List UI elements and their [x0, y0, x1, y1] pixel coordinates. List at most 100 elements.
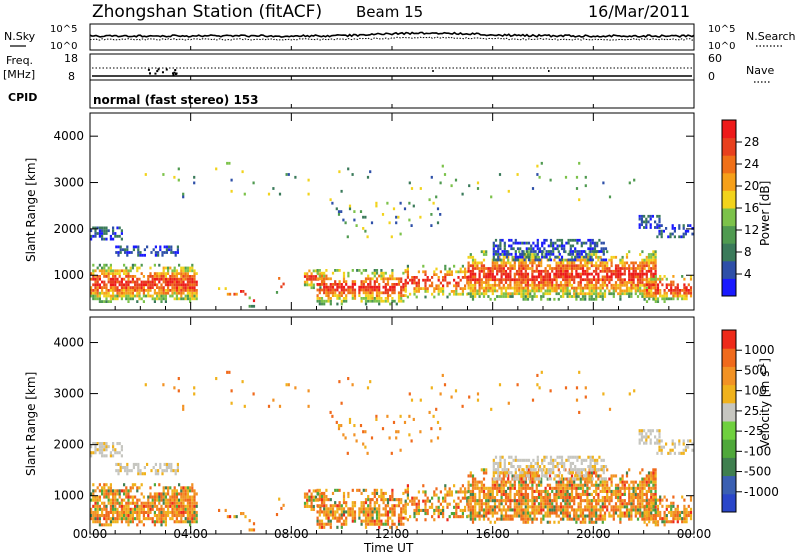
velocity-cell [176, 466, 179, 470]
power-cell [474, 278, 477, 282]
velocity-cell [373, 504, 376, 508]
power-cell [669, 232, 672, 236]
velocity-cell [474, 492, 477, 496]
power-cell [500, 261, 503, 265]
nave-dip [548, 70, 550, 72]
velocity-cell [116, 517, 119, 521]
power-cell [584, 184, 587, 188]
power-cell [329, 291, 332, 295]
power-cell [485, 278, 488, 282]
velocity-cell [520, 496, 523, 500]
velocity-cell [603, 499, 607, 503]
power-cell [186, 289, 189, 292]
power-cell [641, 258, 644, 262]
velocity-cell [404, 502, 407, 506]
power-cell [531, 289, 534, 293]
velocity-cell [480, 483, 483, 487]
velocity-cell [318, 519, 321, 523]
velocity-cell [634, 480, 637, 484]
power-cell [406, 267, 409, 271]
power-cell [482, 275, 486, 279]
power-cell [580, 241, 583, 245]
power-cell [584, 269, 587, 273]
power-cell [516, 247, 520, 251]
power-cell [538, 258, 542, 262]
velocity-cell [94, 514, 97, 518]
power-cell [471, 267, 475, 270]
velocity-cell [597, 502, 600, 506]
power-cell [672, 289, 675, 292]
velocity-cell [575, 514, 578, 518]
power-cell [614, 275, 618, 279]
power-cell [404, 294, 407, 297]
velocity-cell [94, 442, 97, 446]
power-cell [580, 252, 583, 256]
velocity-cell [127, 501, 130, 505]
power-cell [351, 269, 354, 272]
velocity-cell [489, 508, 492, 512]
velocity-cell [125, 517, 128, 521]
power-cell [169, 283, 172, 287]
power-cell [549, 250, 553, 253]
power-cell [373, 274, 376, 278]
velocity-cell [109, 510, 112, 514]
power-cell [340, 302, 343, 306]
velocity-cell [395, 525, 398, 529]
velocity-cell [437, 508, 440, 512]
power-cell [112, 297, 115, 301]
power-cell [551, 269, 554, 273]
power-cell [521, 250, 524, 253]
velocity-cell [546, 499, 549, 503]
power-cell [347, 274, 350, 278]
velocity-cell [303, 501, 307, 505]
velocity-cell [382, 501, 385, 505]
power-cell [531, 269, 534, 273]
power-cell [101, 237, 104, 241]
velocity-cell [562, 505, 565, 509]
power-cell [581, 297, 585, 301]
power-cell [602, 250, 605, 253]
power-cell [496, 272, 499, 276]
velocity-cell [134, 483, 137, 487]
velocity-cell [156, 517, 159, 521]
velocity-cell [90, 510, 93, 514]
power-cell [482, 295, 486, 298]
power-cell [329, 277, 332, 281]
power-cell [510, 238, 513, 242]
power-cell [125, 280, 128, 284]
velocity-cell [559, 480, 563, 484]
velocity-cell [544, 499, 547, 503]
velocity-cell [114, 451, 117, 455]
power-cell [632, 278, 635, 282]
power-cell [498, 269, 501, 273]
power-cell [531, 286, 534, 290]
power-cell [522, 278, 525, 282]
velocity-cell [362, 488, 365, 492]
power-cell [98, 234, 101, 238]
velocity-cell [652, 483, 655, 487]
power-cell [491, 264, 494, 268]
velocity-cell [308, 498, 311, 502]
power-cell [581, 264, 585, 268]
power-cell [643, 226, 646, 229]
power-cell [140, 297, 143, 301]
velocity-cell [575, 511, 578, 515]
power-cell [96, 277, 99, 281]
power-cell [437, 290, 440, 293]
velocity-cell [493, 502, 497, 506]
power-cell [338, 294, 341, 297]
velocity-cell [384, 504, 387, 508]
velocity-cell [601, 480, 604, 484]
power-cell [248, 304, 251, 308]
velocity-cell [497, 468, 500, 472]
power-cell [105, 300, 108, 303]
velocity-cell [320, 504, 324, 508]
power-cell [153, 289, 156, 292]
velocity-cell [375, 488, 379, 492]
power-cell [520, 289, 523, 293]
power-cell [518, 292, 521, 296]
power-cell [340, 294, 343, 297]
power-cell [485, 292, 488, 296]
power-cell [518, 286, 521, 290]
power-cell [397, 277, 401, 281]
